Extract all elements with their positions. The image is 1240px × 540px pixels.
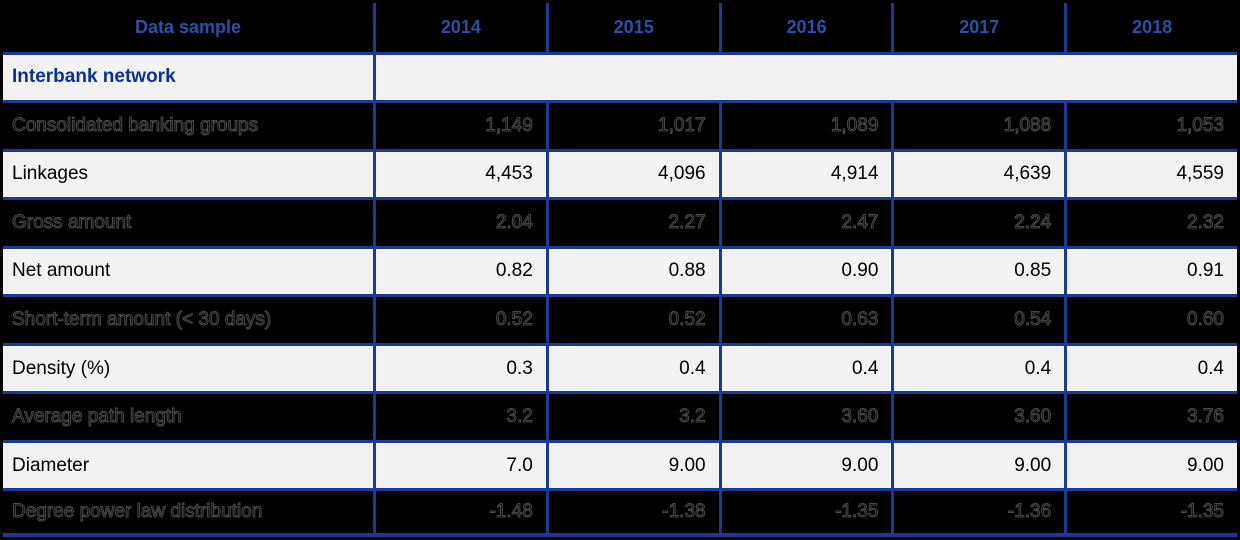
cell-value-2018: 9.00 (1064, 442, 1237, 489)
column-header-2016: 2016 (718, 3, 892, 52)
cell-value-2014: 2.04 (373, 200, 546, 246)
cell-value-2016: 2.47 (718, 200, 892, 246)
row-consolidated-banking-groups: Consolidated banking groups 1,149 1,017 … (3, 100, 1237, 149)
cell-value-2017: -1.36 (891, 491, 1064, 533)
row-label: Density (%) (12, 357, 111, 379)
cell-value-2017: 0.54 (891, 297, 1064, 343)
row-label: Short-term amount (< 30 days) (12, 309, 272, 331)
row-label: Net amount (12, 260, 111, 282)
column-header-data-sample: Data sample (134, 16, 242, 37)
section-empty-cell (373, 54, 1237, 101)
cell-value-2018: 0.4 (1064, 345, 1237, 392)
cell-value-2016: -1.35 (718, 491, 892, 533)
row-net-amount: Net amount 0.82 0.88 0.90 0.85 0.91 (3, 245, 1237, 295)
cell-value-2018: 0.91 (1064, 248, 1237, 295)
row-label: Gross amount (12, 211, 132, 233)
cell-value-2018: 2.32 (1064, 200, 1237, 246)
cell-value-2014: 0.82 (373, 248, 546, 295)
row-density: Density (%) 0.3 0.4 0.4 0.4 0.4 (3, 342, 1237, 392)
cell-value-2015: 0.4 (545, 345, 719, 392)
cell-value-2015: 2.27 (545, 200, 719, 246)
cell-value-2014: 7.0 (373, 442, 546, 489)
cell-value-2015: 3.2 (545, 394, 719, 440)
cell-value-2016: 9.00 (718, 442, 892, 489)
cell-value-2018: 4,559 (1064, 151, 1237, 198)
cell-value-2018: -1.35 (1064, 491, 1237, 533)
row-label: Diameter (12, 454, 90, 476)
column-header-2018: 2018 (1064, 3, 1237, 52)
section-title: Interbank network (12, 66, 176, 88)
cell-value-2014: 0.52 (373, 297, 546, 343)
cell-value-2017: 0.4 (891, 345, 1064, 392)
cell-value-2016: 0.90 (718, 248, 892, 295)
cell-value-2015: 9.00 (545, 442, 719, 489)
cell-value-2014: 0.3 (373, 345, 546, 392)
cell-value-2014: 4,453 (373, 151, 546, 198)
row-degree-power-law-distribution: Degree power law distribution -1.48 -1.3… (3, 488, 1237, 537)
cell-value-2018: 3.76 (1064, 394, 1237, 440)
row-label: Degree power law distribution (12, 501, 263, 523)
cell-value-2016: 3.60 (718, 394, 892, 440)
cell-value-2017: 1,088 (891, 103, 1064, 149)
cell-value-2017: 4,639 (891, 151, 1064, 198)
cell-value-2017: 9.00 (891, 442, 1064, 489)
row-diameter: Diameter 7.0 9.00 9.00 9.00 9.00 (3, 439, 1237, 489)
cell-value-2015: 1,017 (545, 103, 719, 149)
cell-value-2014: 1,149 (373, 103, 546, 149)
cell-value-2015: 4,096 (545, 151, 719, 198)
column-header-2015: 2015 (545, 3, 719, 52)
row-average-path-length: Average path length 3.2 3.2 3.60 3.60 3.… (3, 391, 1237, 440)
row-label: Consolidated banking groups (12, 114, 259, 136)
row-short-term-amount: Short-term amount (< 30 days) 0.52 0.52 … (3, 294, 1237, 343)
row-linkages: Linkages 4,453 4,096 4,914 4,639 4,559 (3, 148, 1237, 198)
table-header-row: Data sample 2014 2015 2016 2017 2018 (3, 3, 1237, 52)
cell-value-2015: 0.52 (545, 297, 719, 343)
cell-value-2018: 0.60 (1064, 297, 1237, 343)
cell-value-2015: -1.38 (545, 491, 719, 533)
cell-value-2016: 0.63 (718, 297, 892, 343)
cell-value-2014: -1.48 (373, 491, 546, 533)
cell-value-2016: 0.4 (718, 345, 892, 392)
section-row-interbank-network: Interbank network (3, 51, 1237, 101)
row-gross-amount: Gross amount 2.04 2.27 2.47 2.24 2.32 (3, 197, 1237, 246)
cell-value-2018: 1,053 (1064, 103, 1237, 149)
cell-value-2016: 1,089 (718, 103, 892, 149)
column-header-2017: 2017 (891, 3, 1064, 52)
cell-value-2017: 0.85 (891, 248, 1064, 295)
cell-value-2015: 0.88 (545, 248, 719, 295)
row-label: Average path length (12, 406, 183, 428)
cell-value-2017: 2.24 (891, 200, 1064, 246)
row-label: Linkages (12, 163, 89, 185)
column-header-2014: 2014 (373, 3, 546, 52)
cell-value-2017: 3.60 (891, 394, 1064, 440)
cell-value-2014: 3.2 (373, 394, 546, 440)
cell-value-2016: 4,914 (718, 151, 892, 198)
